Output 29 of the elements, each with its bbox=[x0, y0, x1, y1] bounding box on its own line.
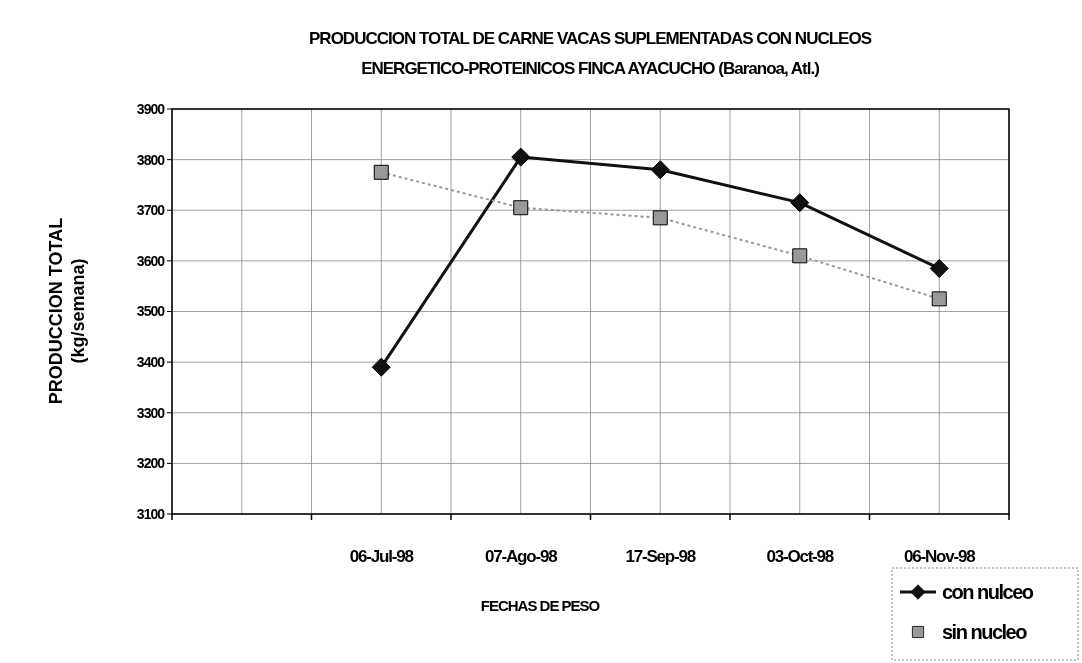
y-tick-label: 3300 bbox=[136, 404, 166, 421]
x-tick-label: 17-Sep-98 bbox=[625, 547, 696, 566]
point bbox=[790, 193, 810, 213]
x-tick-label: 07-Ago-98 bbox=[485, 547, 558, 566]
y-tick-label: 3500 bbox=[136, 303, 166, 320]
y-tick-label: 3800 bbox=[136, 151, 166, 168]
y-tick-label: 3700 bbox=[136, 202, 166, 219]
point bbox=[373, 164, 389, 180]
legend-label: sin nucleo bbox=[942, 621, 1028, 643]
y-tick-label: 3900 bbox=[136, 100, 166, 117]
y-tick-label: 3100 bbox=[136, 505, 166, 522]
y-tick-label: 3400 bbox=[136, 354, 166, 371]
x-axis-title: FECHAS DE PESO bbox=[480, 597, 601, 614]
legend-label: con nulceo bbox=[942, 581, 1034, 603]
y-tick-label: 3200 bbox=[136, 455, 166, 472]
point bbox=[652, 210, 668, 226]
point bbox=[371, 357, 391, 377]
y-axis-title: PRODUCCION TOTAL (kg/semana) bbox=[46, 217, 88, 405]
point bbox=[511, 147, 531, 167]
point bbox=[929, 258, 949, 278]
point bbox=[931, 291, 947, 307]
chart-title: PRODUCCION TOTAL DE CARNE VACAS SUPLEMENTADAS CON NUCLEOS ENERGETICO-PROTEINICOS FINCA AYACUCHO (Baranoa, Atl.) bbox=[309, 29, 872, 78]
y-tick-label: 3600 bbox=[136, 252, 166, 269]
point bbox=[650, 160, 670, 180]
point bbox=[792, 248, 808, 264]
x-tick-label: 06-Jul-98 bbox=[349, 547, 414, 566]
x-tick-label: 06-Nov-98 bbox=[904, 547, 976, 566]
x-tick-label: 03-Oct-98 bbox=[766, 547, 834, 566]
point bbox=[513, 200, 529, 216]
